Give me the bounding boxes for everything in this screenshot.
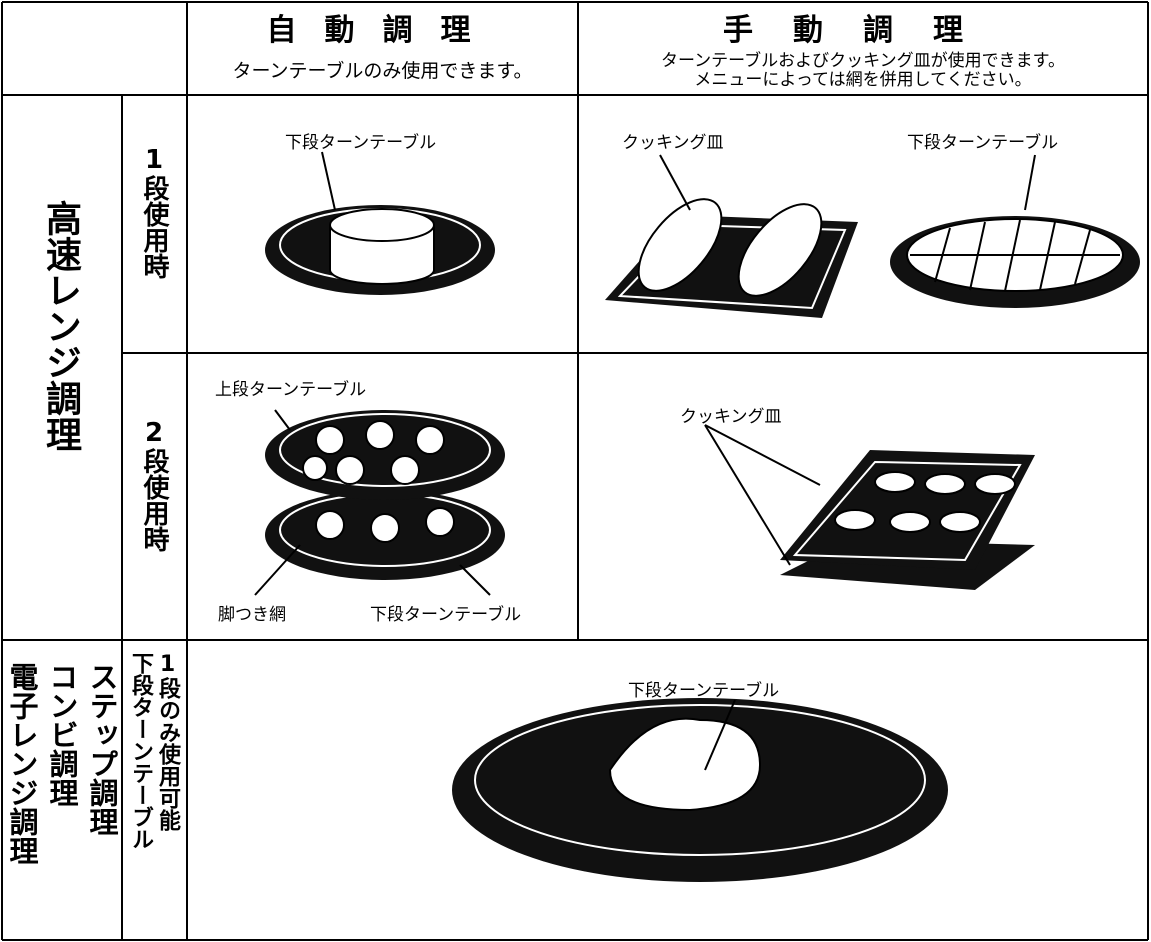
auto-note: ターンテーブルのみ使用できます。 — [232, 60, 533, 82]
row-group: 電子レンジ調理 — [5, 662, 39, 865]
row-sub: 1段使用時 — [139, 145, 169, 279]
label: 上段ターンテーブル — [215, 380, 367, 400]
stacked-tray-illustration — [704, 424, 1035, 590]
label: 下段ターンテーブル — [628, 681, 780, 701]
note-line: ターンテーブルおよびクッキング皿が使用できます。 — [661, 51, 1065, 71]
label: 下段ターンテーブル — [370, 605, 522, 625]
label: クッキング皿 — [680, 407, 782, 427]
row-group: コンビ調理 — [45, 662, 79, 807]
note-line: メニューによっては網を併用してください。 — [694, 70, 1032, 90]
row-sub: 1段のみ使用可能 — [155, 652, 180, 831]
manual-note: ターンテーブルおよびクッキング皿が使用できます。 メニューによっては網を併用して… — [578, 52, 1148, 90]
label: 下段ターンテーブル — [907, 133, 1059, 153]
manual-title: 手動調理 — [723, 13, 1003, 48]
stacked-turntable-illustration — [254, 409, 505, 596]
row-sub: 2段使用時 — [139, 418, 169, 552]
label: クッキング皿 — [622, 133, 724, 153]
turntable-illustration — [265, 151, 495, 295]
row-sub: 下段ターンテーブル — [128, 652, 153, 850]
label: 下段ターンテーブル — [285, 133, 437, 153]
label: 脚つき網 — [218, 605, 286, 625]
tray-illustration — [605, 154, 1140, 318]
row-group: ステップ調理 — [85, 662, 119, 836]
row-group: 高速レンジ調理 — [40, 200, 81, 452]
turntable-large-illustration — [452, 698, 948, 882]
auto-title: 自動調理 — [266, 13, 499, 48]
